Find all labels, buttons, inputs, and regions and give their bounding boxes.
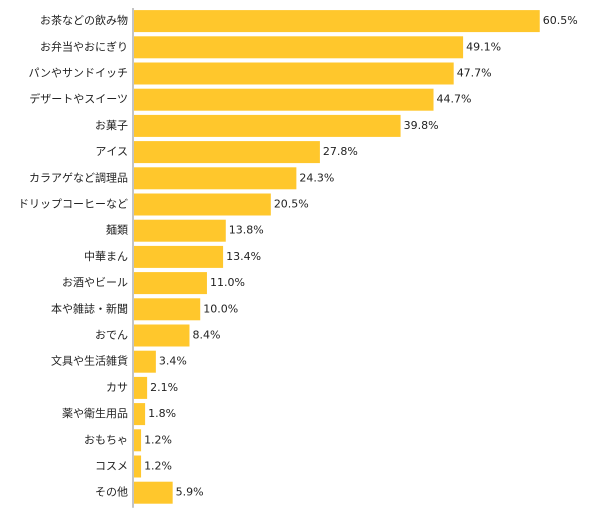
bar xyxy=(134,36,464,59)
bar xyxy=(134,403,146,426)
category-label: パンやサンドイッチ xyxy=(28,67,128,80)
value-label: 8.4% xyxy=(192,329,220,342)
bar xyxy=(134,193,271,216)
category-label: その他 xyxy=(95,486,128,499)
bar xyxy=(134,88,434,111)
category-label: ドリップコーヒーなど xyxy=(18,198,128,211)
bar xyxy=(134,272,207,295)
bar xyxy=(134,429,142,452)
value-label: 44.7% xyxy=(437,93,472,106)
value-label: 3.4% xyxy=(159,355,187,368)
bar xyxy=(134,114,401,137)
category-label: アイス xyxy=(95,145,128,158)
value-label: 13.4% xyxy=(226,250,261,263)
category-label: お茶などの飲み物 xyxy=(40,13,128,27)
bar xyxy=(134,481,173,504)
value-label: 13.8% xyxy=(229,224,264,237)
value-label: 24.3% xyxy=(299,171,334,184)
value-label: 10.0% xyxy=(203,302,238,315)
category-label: おもちゃ xyxy=(84,433,128,446)
category-label: おでん xyxy=(95,329,128,342)
category-label: お菓子 xyxy=(95,119,128,132)
bar xyxy=(134,141,320,164)
category-label: 麺類 xyxy=(106,224,128,237)
bar xyxy=(134,298,201,321)
category-label: 文具や生活雑貨 xyxy=(51,354,128,368)
value-label: 1.8% xyxy=(148,407,176,420)
bar xyxy=(134,167,297,190)
value-label: 20.5% xyxy=(274,198,309,211)
bar xyxy=(134,376,148,399)
category-label: お酒やビール xyxy=(62,276,128,289)
value-label: 2.1% xyxy=(150,381,178,394)
category-label: カサ xyxy=(106,381,128,394)
bar xyxy=(134,350,156,373)
value-label: 1.2% xyxy=(144,433,172,446)
value-label: 47.7% xyxy=(457,67,492,80)
bar xyxy=(134,219,226,242)
bar xyxy=(134,62,454,85)
value-label: 1.2% xyxy=(144,460,172,473)
category-label: カラアゲなど調理品 xyxy=(29,170,128,184)
bar xyxy=(134,245,224,268)
value-label: 27.8% xyxy=(323,145,358,158)
category-label: デザートやスイーツ xyxy=(29,92,128,106)
value-label: 5.9% xyxy=(176,486,204,499)
value-label: 39.8% xyxy=(404,119,439,132)
value-label: 11.0% xyxy=(210,276,245,289)
category-label: コスメ xyxy=(95,460,128,473)
value-label: 49.1% xyxy=(466,40,501,53)
category-label: 薬や衛生用品 xyxy=(62,406,128,420)
bar xyxy=(134,10,540,33)
value-label: 60.5% xyxy=(543,14,578,27)
bar xyxy=(134,324,190,347)
category-label: 本や雑誌・新聞 xyxy=(51,301,128,315)
category-label: 中華まん xyxy=(84,250,128,263)
category-label: お弁当やおにぎり xyxy=(40,39,128,53)
bar xyxy=(134,455,142,478)
